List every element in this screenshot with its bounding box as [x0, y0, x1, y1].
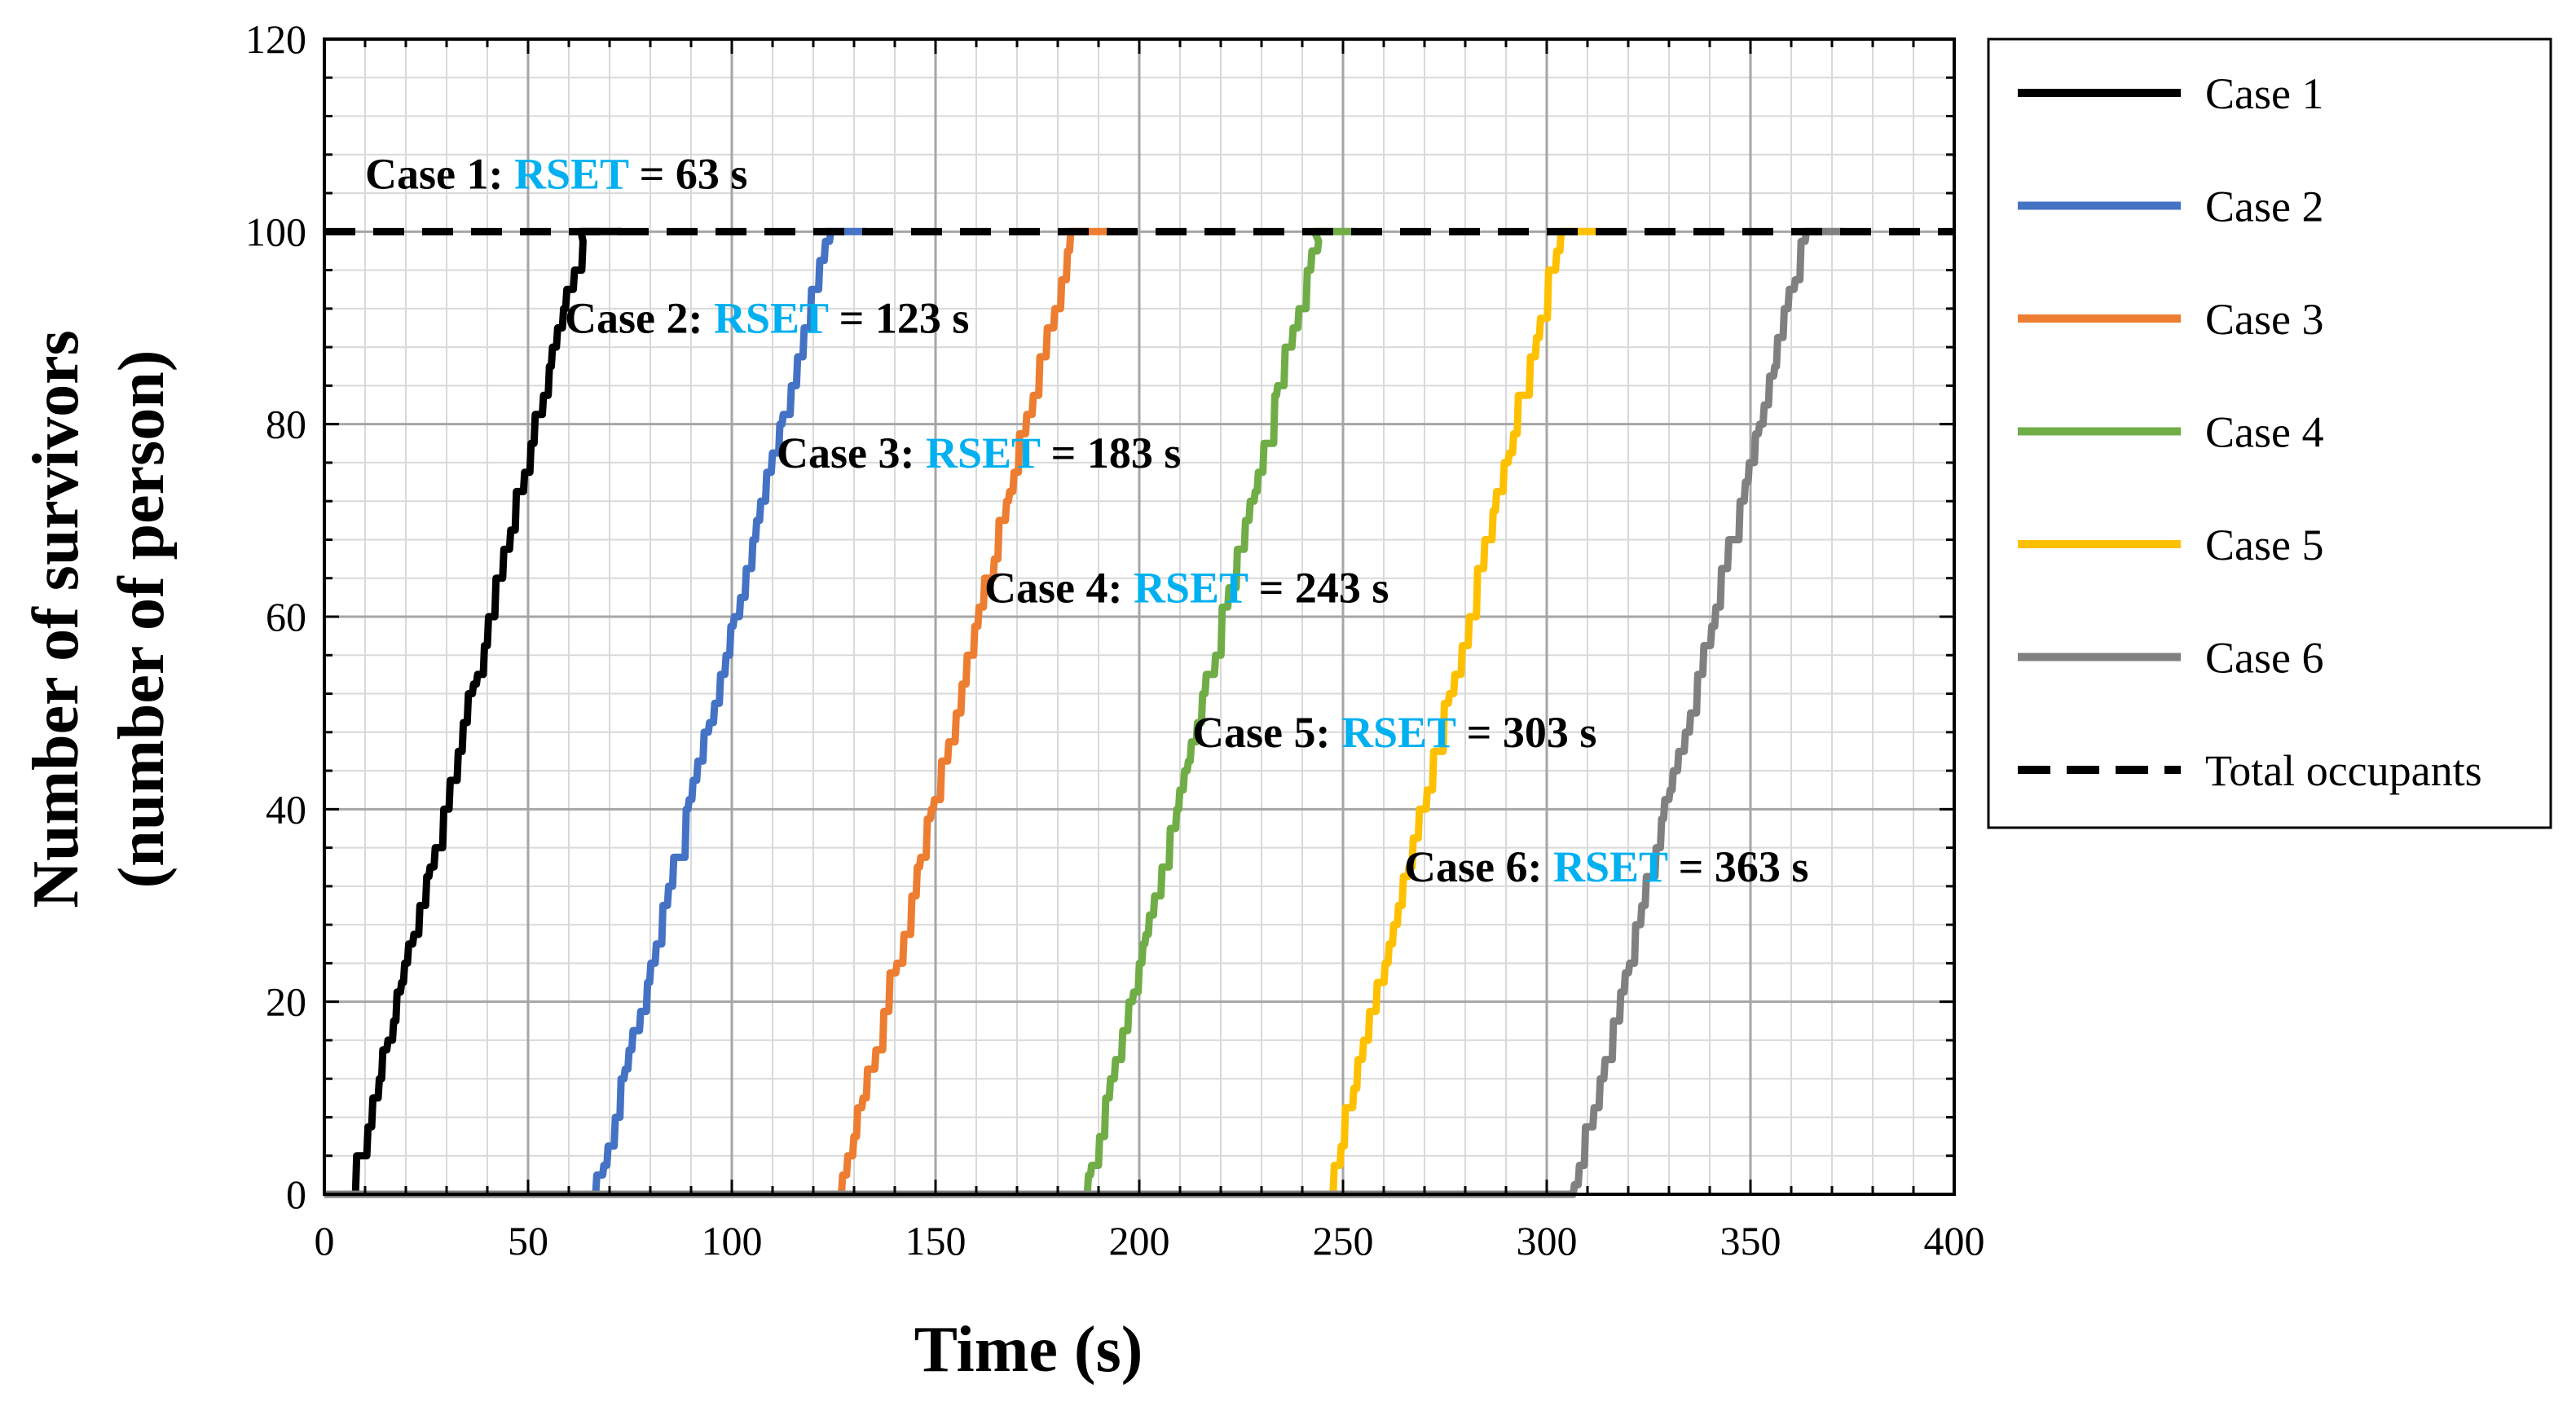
annotation-suffix: = 123 s: [828, 294, 969, 343]
y-tick-label: 40: [266, 786, 306, 832]
rset-annotation-case-6: Case 6: RSET = 363 s: [1404, 842, 1808, 891]
annotation-prefix: Case 6:: [1404, 842, 1553, 891]
series-line-case-6: [324, 227, 1844, 1198]
annotation-prefix: Case 1:: [365, 149, 514, 198]
rset-annotation-case-4: Case 4: RSET = 243 s: [984, 564, 1389, 613]
legend-label-case-6: Case 6: [2205, 634, 2323, 683]
annotation-suffix: = 63 s: [628, 149, 747, 198]
legend-label-case-3: Case 3: [2205, 295, 2323, 344]
y-axis-title-line2: (number of person): [106, 350, 178, 889]
x-tick-label: 150: [905, 1218, 967, 1264]
legend-label-case-1: Case 1: [2205, 69, 2323, 118]
annotation-prefix: Case 2:: [565, 294, 714, 343]
legend-label-case-4: Case 4: [2205, 408, 2323, 457]
x-tick-label: 400: [1924, 1218, 1985, 1264]
annotation-rset-highlight: RSET: [1341, 708, 1456, 757]
series-line-case-2: [324, 227, 866, 1198]
legend-label-case-2: Case 2: [2205, 182, 2323, 231]
annotation-prefix: Case 4:: [984, 564, 1134, 613]
legend-label-case-5: Case 5: [2205, 521, 2323, 569]
y-tick-label: 80: [266, 402, 306, 447]
y-tick-label: 20: [266, 979, 306, 1025]
annotation-rset-highlight: RSET: [714, 294, 829, 343]
annotation-suffix: = 243 s: [1248, 564, 1389, 613]
x-tick-label: 300: [1517, 1218, 1578, 1264]
x-tick-label: 200: [1109, 1218, 1170, 1264]
series-line-case-3: [324, 227, 1111, 1198]
annotation-suffix: = 303 s: [1455, 708, 1596, 757]
rset-annotation-case-2: Case 2: RSET = 123 s: [565, 294, 969, 343]
annotation-suffix: = 183 s: [1040, 429, 1181, 477]
rset-annotation-case-3: Case 3: RSET = 183 s: [777, 429, 1181, 477]
x-tick-label: 50: [508, 1218, 548, 1264]
y-tick-label: 100: [245, 209, 306, 254]
x-tick-label: 100: [702, 1218, 763, 1264]
x-axis-title: Time (s): [914, 1314, 1143, 1386]
annotation-prefix: Case 5:: [1192, 708, 1341, 757]
annotation-prefix: Case 3:: [777, 429, 926, 477]
y-axis-title-line1: Number of survivors: [20, 330, 92, 908]
legend-label-total-occupants: Total occupants: [2205, 746, 2482, 795]
x-tick-label: 0: [315, 1218, 335, 1264]
y-tick-label: 120: [245, 16, 306, 62]
x-tick-label: 250: [1313, 1218, 1374, 1264]
y-tick-label: 60: [266, 594, 306, 639]
series-line-case-4: [324, 227, 1355, 1198]
series-line-case-5: [324, 227, 1600, 1198]
rset-annotation-case-1: Case 1: RSET = 63 s: [365, 149, 747, 198]
annotation-rset-highlight: RSET: [514, 149, 629, 198]
annotation-suffix: = 363 s: [1667, 842, 1808, 891]
rset-annotation-case-5: Case 5: RSET = 303 s: [1192, 708, 1596, 757]
annotation-rset-highlight: RSET: [1553, 842, 1668, 891]
annotation-rset-highlight: RSET: [1134, 564, 1248, 613]
series-line-case-1: [324, 227, 622, 1198]
x-tick-label: 350: [1720, 1218, 1781, 1264]
y-tick-label: 0: [286, 1171, 306, 1217]
annotation-rset-highlight: RSET: [926, 429, 1041, 477]
